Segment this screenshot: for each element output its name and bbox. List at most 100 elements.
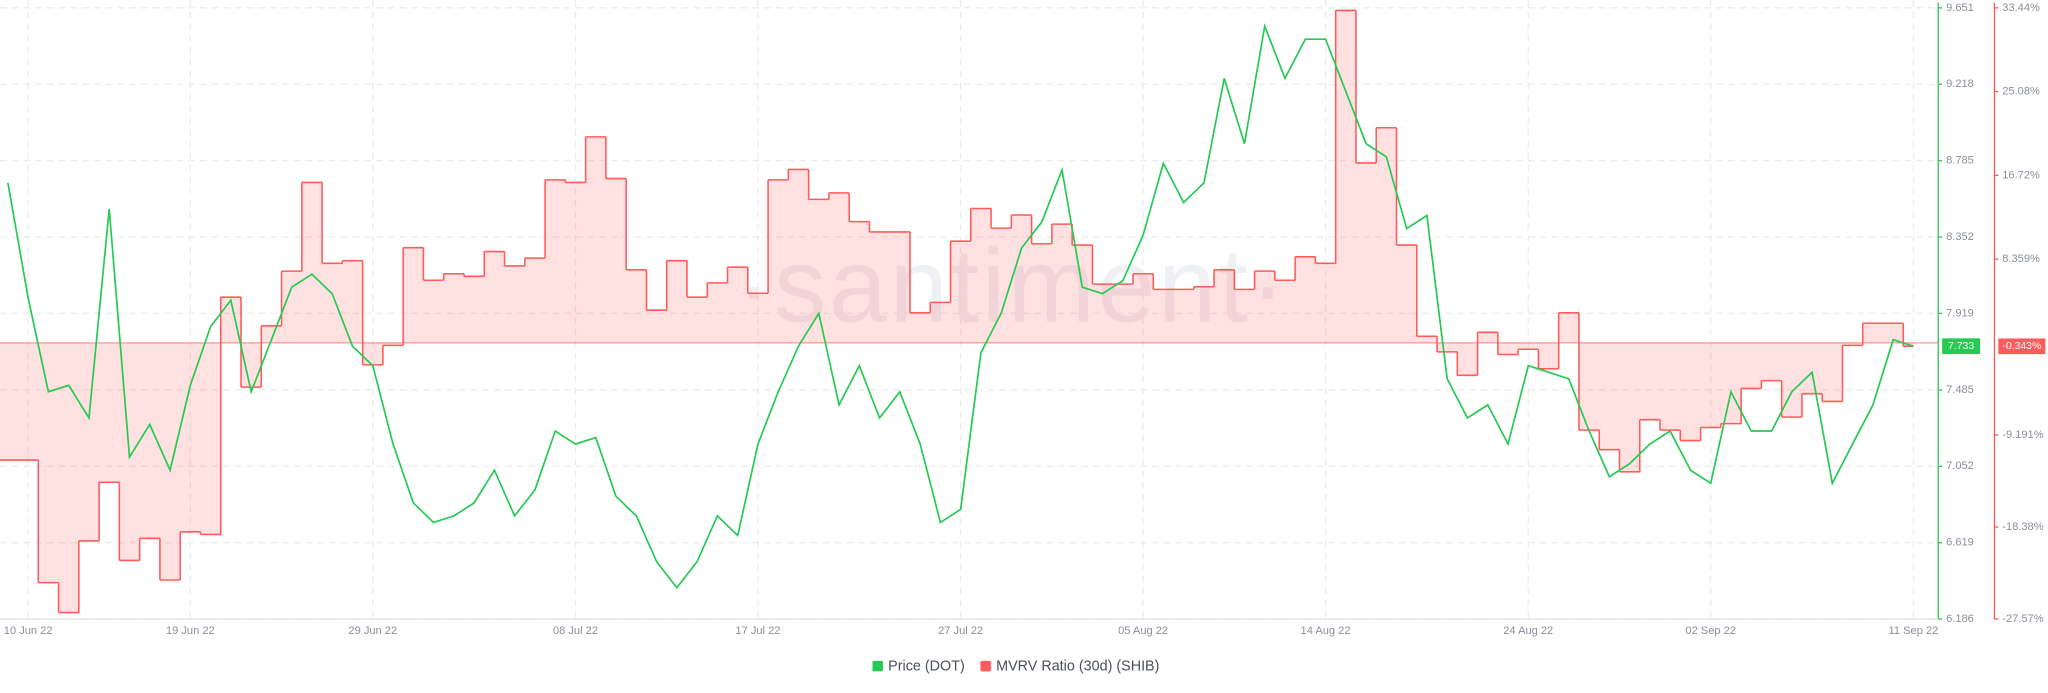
x-tick-label: 02 Sep 22 (1685, 625, 1736, 637)
mvrv-area (1842, 342, 1863, 346)
y2-tick-label: 16.72% (2002, 169, 2040, 181)
mvrv-area (565, 182, 586, 343)
mvrv-area (1700, 342, 1721, 428)
y-tick-label: 9.218 (1946, 78, 1974, 90)
mvrv-area (1011, 215, 1032, 343)
y-tick-label: 8.352 (1946, 231, 1974, 243)
mvrv-area (1437, 342, 1458, 352)
mvrv-area (463, 276, 485, 343)
mvrv-area (930, 302, 951, 343)
y2-tick-label: 25.08% (2002, 86, 2040, 98)
mvrv-area (1538, 342, 1559, 369)
mvrv-area (220, 297, 242, 343)
mvrv-area (1477, 332, 1498, 343)
mvrv-area (1801, 342, 1823, 394)
mvrv-area (1193, 286, 1215, 343)
mvrv-area (159, 342, 181, 581)
mvrv-area (1497, 342, 1519, 355)
legend-swatch (980, 660, 991, 672)
y-tick-label: 6.186 (1946, 613, 1974, 625)
y-tick-label: 6.619 (1946, 537, 1974, 549)
y-tick-label: 7.919 (1946, 307, 1974, 319)
mvrv-area (524, 258, 546, 343)
mvrv-area (1234, 289, 1255, 343)
mvrv-area (1072, 245, 1093, 343)
mvrv-area (1335, 10, 1356, 343)
x-tick-label: 08 Jul 22 (553, 625, 598, 637)
mvrv-area (1153, 289, 1174, 343)
x-tick-label: 27 Jul 22 (938, 625, 983, 637)
mvrv-area (970, 208, 992, 343)
mvrv-tag: -0.343% (2002, 341, 2041, 352)
mvrv-area (301, 182, 323, 343)
mvrv-area (828, 192, 850, 343)
mvrv-area (889, 231, 910, 343)
mvrv-area (626, 269, 647, 343)
mvrv-area (1862, 323, 1884, 343)
x-tick-label: 19 Jun 22 (166, 625, 215, 637)
mvrv-area (1741, 342, 1762, 389)
mvrv-area (1295, 256, 1316, 343)
mvrv-area (322, 263, 343, 343)
legend-label: Price (DOT) (888, 659, 965, 675)
mvrv-area (1781, 342, 1802, 418)
y2-tick-label: 33.44% (2002, 2, 2040, 14)
price-line (7, 22, 1914, 590)
mvrv-area (1660, 342, 1681, 431)
mvrv-area (504, 265, 525, 343)
price-tag: 7.733 (1948, 341, 1974, 352)
y-tick-label: 7.485 (1946, 384, 1974, 396)
mvrv-area (1578, 342, 1600, 431)
mvrv-area (1051, 224, 1073, 343)
y2-tick-label: -18.38% (2002, 521, 2043, 533)
mvrv-area (38, 342, 59, 583)
mvrv-area (1112, 284, 1133, 343)
mvrv-area (18, 342, 39, 461)
mvrv-area (281, 271, 302, 343)
mvrv-area (200, 342, 221, 535)
y2-tick-label: 8.359% (2002, 253, 2040, 265)
mvrv-area (545, 179, 566, 343)
mvrv-area (180, 342, 201, 532)
mvrv-area (1619, 342, 1640, 472)
mvrv-area (382, 342, 404, 346)
mvrv-area (991, 228, 1012, 343)
mvrv-area (1680, 342, 1701, 441)
mvrv-area (443, 273, 464, 343)
mvrv-area (423, 280, 444, 343)
mvrv-area (869, 231, 890, 343)
mvrv-area (1883, 323, 1904, 343)
mvrv-area (1822, 342, 1843, 402)
mvrv-area (646, 310, 667, 343)
mvrv-area (78, 342, 100, 541)
y-tick-label: 8.785 (1946, 155, 1974, 167)
x-tick-label: 05 Aug 22 (1118, 625, 1168, 637)
mvrv-area (1376, 127, 1397, 343)
mvrv-area (1315, 263, 1336, 343)
mvrv-area (1599, 342, 1620, 450)
mvrv-tag-bg (1998, 338, 2046, 355)
mvrv-area (1254, 271, 1275, 343)
y-tick-label: 9.651 (1946, 2, 1974, 14)
x-tick-label: 11 Sep 22 (1889, 625, 1939, 637)
x-tick-label: 29 Jun 22 (348, 625, 397, 637)
mvrv-area (585, 136, 606, 343)
x-tick-label: 24 Aug 22 (1503, 625, 1553, 637)
mvrv-area (58, 342, 79, 613)
x-tick-label: 14 Aug 22 (1301, 625, 1351, 637)
x-tick-label: 17 Jul 22 (735, 625, 780, 637)
legend-label: MVRV Ratio (30d) (SHIB) (996, 659, 1159, 675)
mvrv-area (1214, 269, 1235, 343)
mvrv-area (1457, 342, 1478, 376)
mvrv-area (241, 342, 262, 388)
mvrv-area (1132, 273, 1154, 343)
mvrv-area (1355, 162, 1377, 343)
y2-tick-label: -27.57% (2002, 613, 2043, 625)
y2-tick-label: -9.191% (2002, 429, 2043, 441)
mvrv-area (727, 267, 748, 343)
mvrv-area (1558, 312, 1579, 343)
y-tick-label: 7.052 (1946, 460, 1974, 472)
